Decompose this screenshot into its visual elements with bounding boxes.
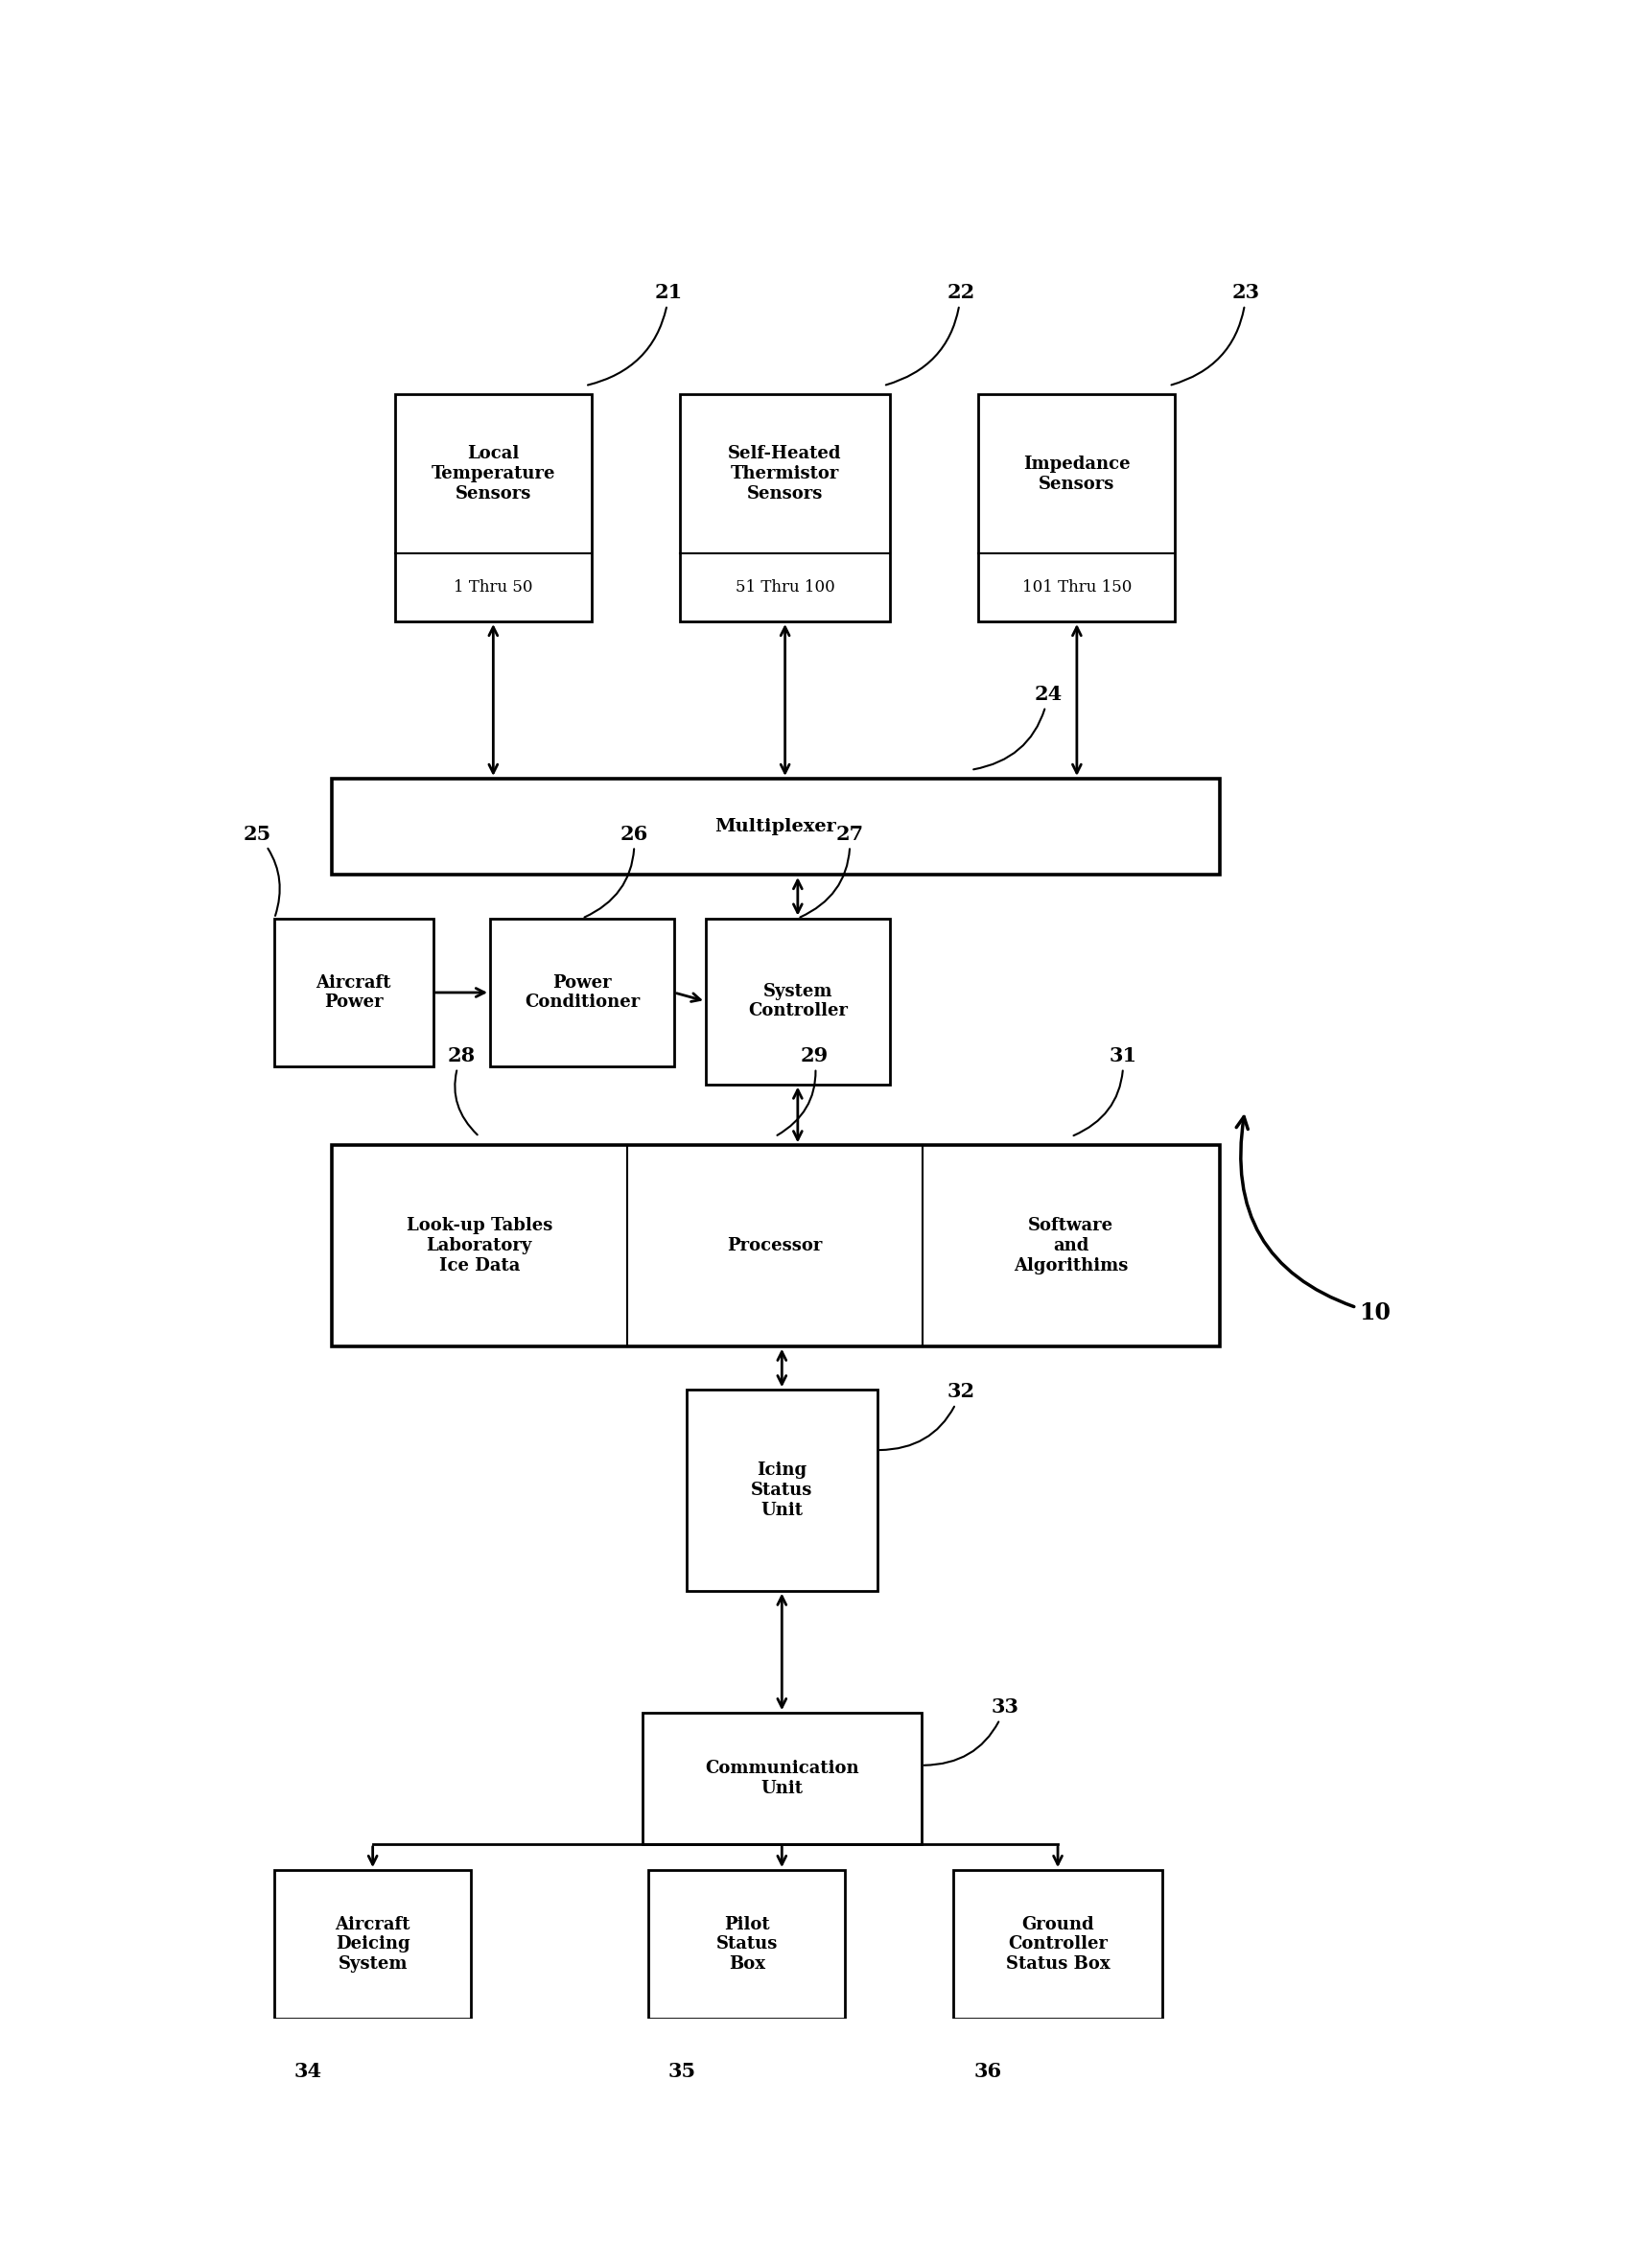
Text: 28: 28: [447, 1046, 478, 1134]
Text: 21: 21: [588, 284, 683, 386]
Bar: [642, 1712, 922, 1844]
Text: Impedance
Sensors: Impedance Sensors: [1023, 456, 1131, 492]
Bar: [953, 1871, 1162, 2019]
Text: 26: 26: [584, 823, 648, 916]
Text: Ground
Controller
Status Box: Ground Controller Status Box: [1005, 1916, 1110, 1973]
Text: Software
and
Algorithims: Software and Algorithims: [1013, 1218, 1128, 1275]
Text: 10: 10: [1236, 1116, 1391, 1325]
Text: 35: 35: [668, 2062, 696, 2082]
Text: 33: 33: [925, 1696, 1018, 1765]
Bar: [275, 1871, 471, 2019]
Text: Self-Heated
Thermistor
Sensors: Self-Heated Thermistor Sensors: [728, 445, 841, 503]
Bar: [706, 919, 891, 1084]
Bar: [688, 1390, 877, 1590]
Text: 51 Thru 100: 51 Thru 100: [735, 578, 835, 596]
Text: 23: 23: [1172, 284, 1260, 386]
Text: 34: 34: [295, 2062, 322, 2082]
Bar: [275, 919, 432, 1066]
Bar: [489, 919, 674, 1066]
Bar: [648, 1871, 845, 2019]
Text: 24: 24: [974, 685, 1062, 769]
Text: 27: 27: [800, 823, 864, 916]
Text: 31: 31: [1074, 1046, 1138, 1136]
Text: Aircraft
Power: Aircraft Power: [316, 973, 391, 1012]
Text: Multiplexer: Multiplexer: [715, 819, 837, 835]
Text: Local
Temperature
Sensors: Local Temperature Sensors: [431, 445, 555, 503]
Text: 101 Thru 150: 101 Thru 150: [1021, 578, 1131, 596]
Text: 29: 29: [778, 1046, 828, 1136]
Text: 32: 32: [879, 1381, 974, 1449]
Text: Aircraft
Deicing
System: Aircraft Deicing System: [336, 1916, 411, 1973]
Text: 1 Thru 50: 1 Thru 50: [453, 578, 532, 596]
Text: Processor: Processor: [727, 1236, 822, 1254]
Bar: [979, 395, 1175, 621]
Text: System
Controller: System Controller: [748, 982, 848, 1021]
Bar: [331, 1145, 1220, 1347]
Bar: [681, 395, 891, 621]
Text: Icing
Status
Unit: Icing Status Unit: [751, 1461, 812, 1520]
Text: Communication
Unit: Communication Unit: [706, 1760, 859, 1796]
Text: 22: 22: [886, 284, 976, 386]
Text: Power
Conditioner: Power Conditioner: [524, 973, 640, 1012]
Text: 36: 36: [974, 2062, 1002, 2082]
Bar: [395, 395, 591, 621]
Text: 25: 25: [242, 823, 280, 916]
Text: Look-up Tables
Laboratory
Ice Data: Look-up Tables Laboratory Ice Data: [406, 1218, 552, 1275]
Text: Pilot
Status
Box: Pilot Status Box: [715, 1916, 778, 1973]
Bar: [331, 778, 1220, 875]
